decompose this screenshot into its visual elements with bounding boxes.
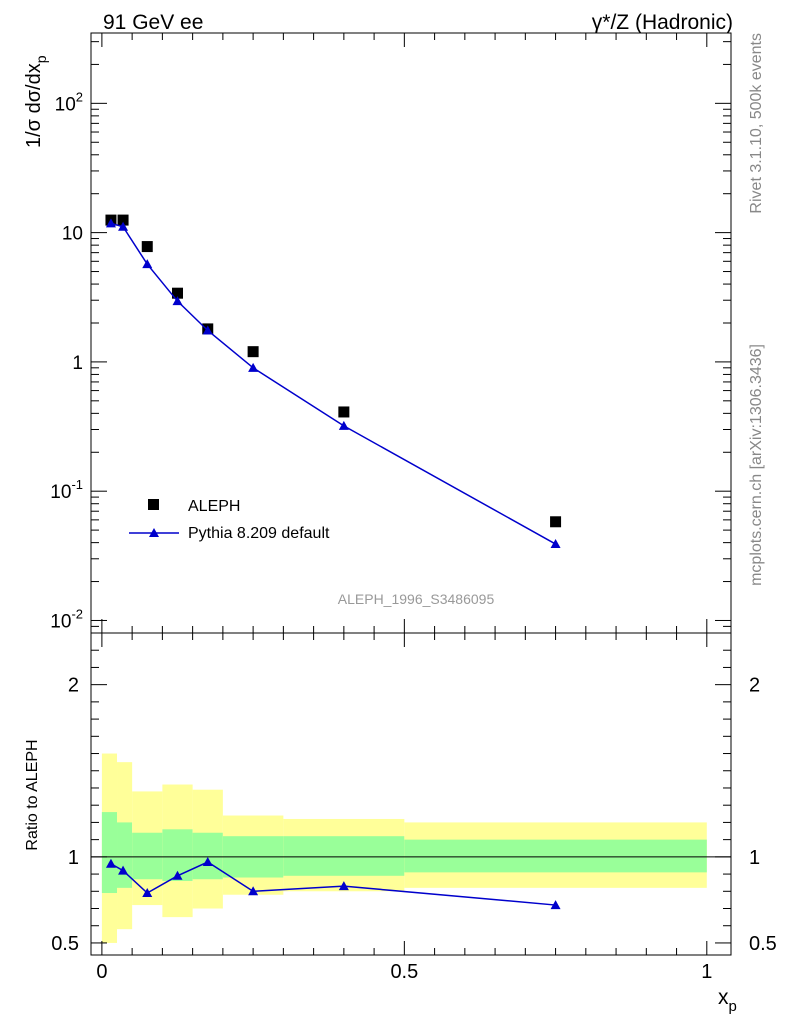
- pythia-main-point: [172, 296, 183, 306]
- pythia-main-point: [338, 420, 349, 430]
- aleph-data-point: [141, 241, 153, 253]
- pythia-ratio-point: [338, 881, 349, 891]
- pythia-main-point: [118, 221, 129, 231]
- x-axis-label: xp: [718, 986, 737, 1015]
- main-y-axis-label-subscript: p: [33, 55, 49, 63]
- main-y-tick-label: 1: [72, 353, 83, 374]
- aleph-data-point: [172, 287, 184, 299]
- main-y-tick-exponent: 2: [76, 89, 83, 104]
- ratio-y-tick-label: 0.5: [51, 933, 79, 955]
- legend-aleph-label: ALEPH: [188, 498, 240, 515]
- x-axis-label-subscript: p: [729, 998, 737, 1015]
- x-tick-label: 0.5: [390, 961, 418, 983]
- axis-ticks: 10-2 10-1 1 10 102 0.5 0.5 1 1 2 2 0 0.5 1: [50, 33, 777, 983]
- inner-band-bin: [101, 812, 118, 894]
- ratio-y-tick-label-right: 1: [749, 847, 760, 869]
- aleph-data-point: [247, 346, 259, 358]
- ratio-y-axis-label: Ratio to ALEPH: [24, 739, 41, 850]
- pythia-ratio-point: [550, 900, 561, 910]
- ratio-y-tick-label-right: 0.5: [749, 933, 777, 955]
- aleph-data-point: [338, 406, 350, 418]
- main-y-axis-label: 1/σ dσ/dxp: [23, 55, 49, 148]
- header-right-title: γ*/Z (Hadronic): [592, 11, 733, 34]
- ratio-uncertainty-bands: [101, 753, 707, 943]
- ratio-plot-frame: [90, 632, 732, 956]
- ratio-y-tick-label: 1: [68, 847, 79, 869]
- main-y-tick-label: 102: [55, 89, 83, 115]
- header-left-title: 91 GeV ee: [103, 11, 203, 34]
- inner-band-bin: [283, 836, 405, 876]
- pythia-main-point: [142, 259, 153, 269]
- pythia-ratio-point: [248, 886, 259, 896]
- main-y-tick-exponent: -2: [71, 606, 83, 621]
- watermark-analysis-id: ALEPH_1996_S3486095: [338, 591, 495, 607]
- pythia-ratio-point: [202, 857, 213, 867]
- inner-band-bin: [192, 832, 223, 880]
- legend-pythia-label: Pythia 8.209 default: [188, 525, 330, 542]
- ratio-y-tick-label-right: 2: [749, 675, 760, 697]
- side-label-mcplots: mcplots.cern.ch [arXiv:1306.3436]: [748, 344, 765, 586]
- pythia-ratio-point: [105, 858, 116, 868]
- aleph-data-point: [117, 214, 129, 226]
- inner-band-bin: [117, 822, 133, 888]
- inner-band-bin: [404, 839, 707, 873]
- side-label-rivet: Rivet 3.1.10, 500k events: [748, 33, 765, 214]
- pythia-ratio-point: [142, 888, 153, 898]
- main-y-tick-label: 10-2: [50, 606, 83, 632]
- data-series: [105, 214, 562, 910]
- pythia-ratio-point: [118, 865, 129, 875]
- legend: ALEPH Pythia 8.209 default: [129, 498, 330, 542]
- main-y-tick-label: 10: [62, 224, 83, 245]
- aleph-data-point: [550, 516, 562, 528]
- ratio-y-tick-label: 2: [68, 675, 79, 697]
- legend-pythia-marker: [149, 528, 159, 537]
- axes-frames: [90, 32, 732, 956]
- pythia-main-line: [110, 222, 556, 545]
- inner-band-bin: [132, 832, 163, 880]
- pythia-main-point: [248, 362, 259, 372]
- main-plot-frame: [90, 32, 732, 634]
- main-y-tick-exponent: -1: [71, 477, 83, 492]
- x-tick-label: 0: [96, 961, 107, 983]
- pythia-ratio-point: [172, 870, 183, 880]
- legend-aleph-marker: [148, 499, 159, 510]
- pythia-main-point: [202, 325, 213, 335]
- pythia-main-point: [105, 218, 116, 228]
- main-y-tick-label: 10-1: [50, 477, 83, 503]
- x-tick-label: 1: [701, 961, 712, 983]
- pythia-main-point: [550, 539, 561, 549]
